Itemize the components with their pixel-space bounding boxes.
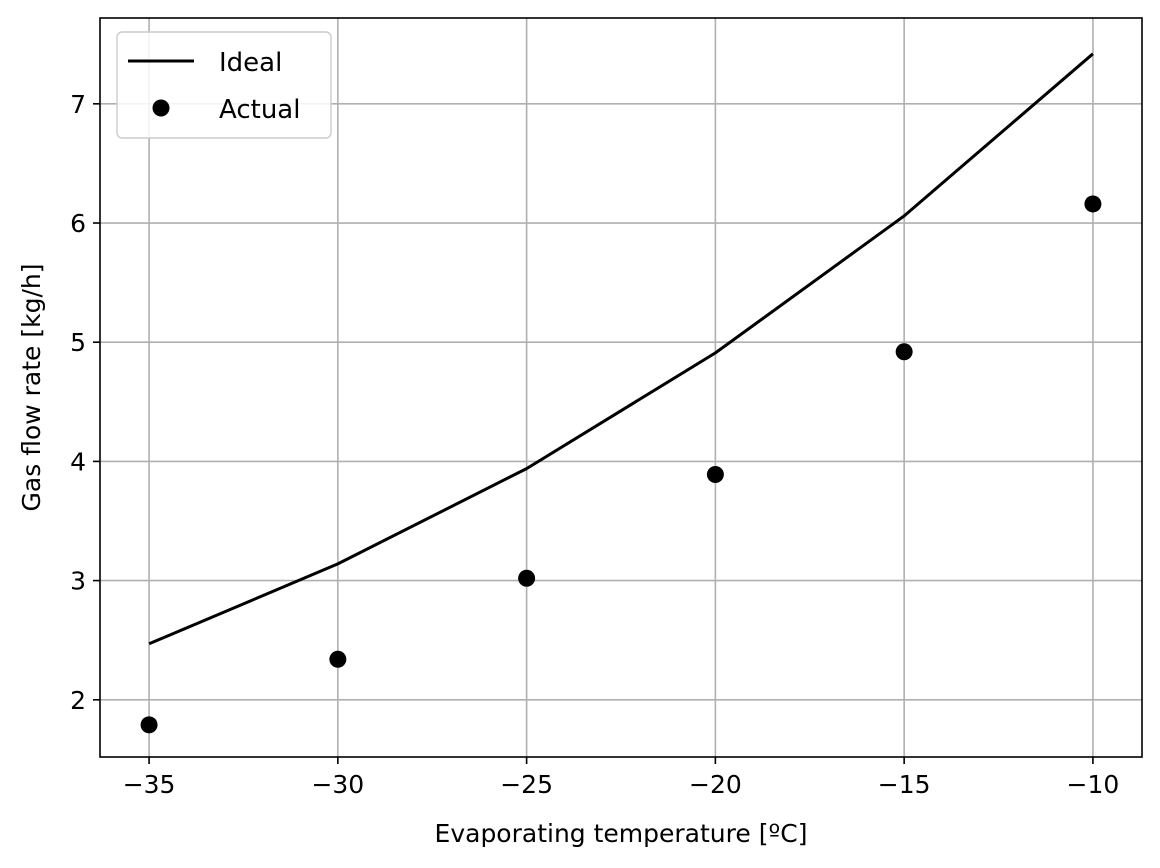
y-tick-label: 6 xyxy=(70,209,86,238)
x-tick-label: −20 xyxy=(689,770,742,799)
data-point-actual xyxy=(329,650,347,668)
legend-box xyxy=(116,31,332,139)
x-tick-label: −30 xyxy=(311,770,364,799)
legend-marker-swatch xyxy=(152,99,170,117)
data-point-actual xyxy=(140,716,158,734)
plot-frame xyxy=(99,17,1143,758)
legend: Ideal Actual xyxy=(116,31,332,139)
grid xyxy=(100,18,1142,757)
y-axis-label: Gas flow rate [kg/h] xyxy=(17,264,46,512)
data-point-actual xyxy=(706,466,724,484)
y-tick-label: 2 xyxy=(70,686,86,715)
y-tick-label: 4 xyxy=(70,447,86,476)
data-point-actual xyxy=(518,569,536,587)
y-tick-label: 7 xyxy=(70,90,86,119)
legend-label-ideal: Ideal xyxy=(219,48,282,78)
x-axis-label: Evaporating temperature [ºC] xyxy=(435,819,808,848)
axis-ticks: −35 −30 −25 −20 −15 −10 2 3 4 5 6 7 xyxy=(70,90,1119,799)
y-tick-label: 5 xyxy=(70,328,86,357)
series-line-ideal xyxy=(148,52,1094,646)
x-tick-label: −25 xyxy=(500,770,553,799)
y-tick-label: 3 xyxy=(70,567,86,596)
data-point-actual xyxy=(1084,195,1102,213)
x-tick-label: −10 xyxy=(1067,770,1120,799)
legend-label-actual: Actual xyxy=(219,95,300,125)
plot-data xyxy=(140,52,1102,734)
x-tick-label: −15 xyxy=(878,770,931,799)
data-point-actual xyxy=(895,343,913,361)
x-tick-label: −35 xyxy=(123,770,176,799)
